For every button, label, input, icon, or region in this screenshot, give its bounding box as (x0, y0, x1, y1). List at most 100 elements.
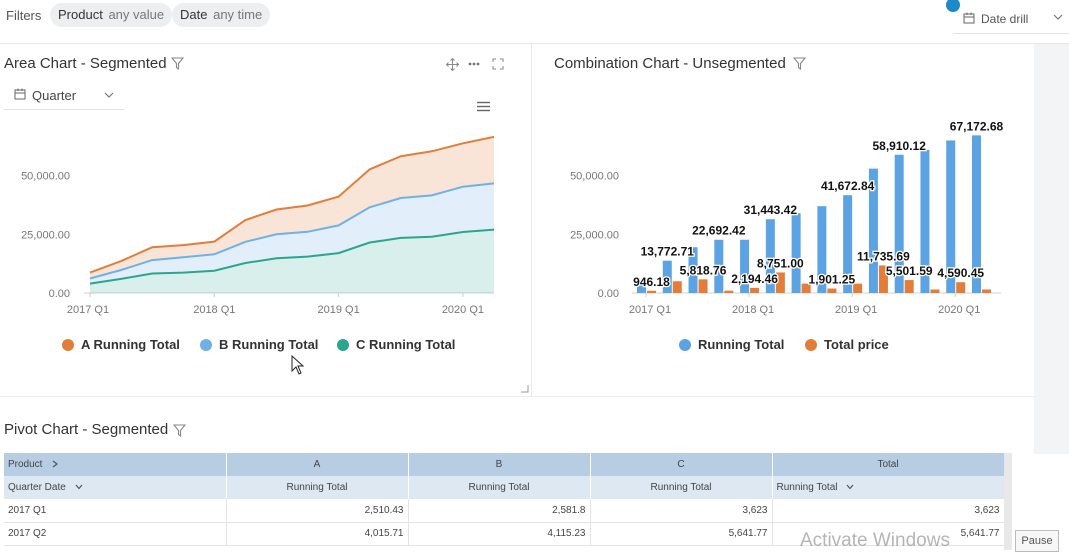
chevron-down-icon (1053, 14, 1063, 20)
y-tick-label: 0.00 (598, 288, 619, 300)
header-label: Product (8, 459, 43, 470)
data-label: 67,172.68 (950, 119, 1004, 133)
y-tick-label: 0.00 (49, 288, 70, 300)
data-label: 22,692.42 (692, 224, 746, 238)
legend-label-running-total: Running Total (698, 337, 785, 352)
legend-label-a: A Running Total (81, 337, 180, 352)
pivot-header-row: Product A B C Total (4, 453, 1004, 476)
bar-running-total (791, 213, 801, 293)
filter-chip-date[interactable]: Date any time (172, 3, 271, 27)
bar-total-price (853, 283, 863, 293)
pivot-header-a: A (226, 453, 409, 476)
data-label: 1,901.25 (809, 273, 856, 287)
chip-name: Date (180, 7, 208, 22)
quarter-select[interactable]: Quarter (4, 84, 124, 110)
chip-value: any value (108, 7, 165, 22)
pivot-table: Product A B C Total Quarter Date Running… (4, 453, 1004, 546)
bar-running-total (740, 239, 750, 293)
filter-funnel-icon[interactable] (171, 57, 184, 70)
table-cell: 4,115.23 (408, 522, 591, 546)
pivot-subheader-total[interactable]: Running Total (772, 476, 1004, 499)
filter-bar: Filters Product any value Date any time … (0, 0, 1069, 44)
bar-running-total (843, 195, 853, 293)
data-label: 5,818.76 (680, 263, 727, 277)
data-label: 5,501.59 (886, 264, 933, 278)
legend-label-c: C Running Total (356, 337, 456, 352)
data-label: 8,751.00 (757, 256, 804, 270)
filter-funnel-icon[interactable] (173, 424, 186, 437)
table-cell: 2017 Q2 (4, 522, 227, 546)
bar-running-total (920, 149, 930, 293)
combination-chart-title: Combination Chart - Unsegmented (554, 55, 786, 72)
activate-windows-watermark: Activate Windows (800, 530, 950, 551)
chart-menu-icon[interactable] (477, 101, 490, 112)
data-label: 13,772.71 (641, 245, 695, 259)
move-icon[interactable] (446, 58, 459, 71)
bar-running-total (817, 206, 827, 293)
series-line-a-running-total (89, 135, 495, 274)
pivot-table-container: Product A B C Total Quarter Date Running… (4, 453, 1004, 550)
data-label: 41,672.84 (821, 179, 875, 193)
legend-label-b: B Running Total (219, 337, 319, 352)
data-label: 58,910.12 (872, 139, 926, 153)
bar-running-total (894, 154, 904, 293)
right-side-panel (1034, 44, 1069, 454)
legend-dot-c (337, 339, 349, 351)
data-label: 946.18 (633, 275, 670, 289)
table-cell: 5,641.77 (590, 522, 773, 546)
x-tick-label: 2019 Q1 (318, 304, 360, 316)
table-cell: 3,623 (772, 499, 1004, 523)
x-tick-label: 2017 Q1 (629, 304, 671, 316)
y-tick-label: 50,000.00 (21, 171, 70, 183)
widget-divider (531, 44, 532, 396)
table-cell: 2,510.43 (226, 499, 409, 523)
x-tick-label: 2020 Q1 (442, 304, 484, 316)
series-line-c-running-total (89, 228, 495, 285)
bar-total-price (930, 289, 940, 293)
date-drill-select[interactable]: Date drill (953, 6, 1069, 34)
area-fill-0 (90, 229, 494, 293)
data-label: 11,735.69 (857, 249, 910, 263)
bar-total-price (672, 281, 682, 293)
legend-dot-b (200, 339, 212, 351)
table-cell: 4,015.71 (226, 522, 409, 546)
fullscreen-icon[interactable] (492, 58, 504, 70)
row-divider (0, 396, 1034, 397)
bar-total-price (750, 287, 760, 293)
bar-total-price (982, 289, 991, 293)
pivot-scrollbar[interactable] (1004, 453, 1012, 550)
legend-dot-total-price (805, 339, 817, 351)
filter-chip-product[interactable]: Product any value (50, 3, 173, 27)
y-tick-label: 25,000.00 (21, 229, 70, 241)
chip-name: Product (58, 7, 103, 22)
pivot-subheader-quarter-date[interactable]: Quarter Date (4, 476, 227, 499)
table-cell: 2,581.8 (408, 499, 591, 523)
legend-label-total-price: Total price (824, 337, 889, 352)
chevron-right-icon (52, 460, 59, 468)
filter-funnel-icon[interactable] (793, 57, 806, 70)
y-tick-label: 25,000.00 (570, 229, 619, 241)
bar-total-price (827, 288, 837, 293)
bar-running-total (868, 168, 878, 293)
combination-chart: 0.00 25,000.00 50,000.00 946.18 13,772.71 5,8… (570, 118, 1005, 316)
resize-handle-icon[interactable] (521, 385, 529, 393)
more-options-icon[interactable] (468, 62, 480, 66)
pivot-subheader-b: Running Total (408, 476, 591, 499)
series-line-b-running-total (89, 182, 495, 280)
date-drill-label: Date drill (981, 12, 1029, 26)
table-cell: 2017 Q1 (4, 499, 227, 523)
bar-total-price (647, 290, 656, 293)
legend-dot-running-total (679, 339, 691, 351)
x-tick-label: 2019 Q1 (835, 304, 877, 316)
subheader-label: Quarter Date (8, 482, 66, 493)
pivot-header-total: Total (772, 453, 1004, 476)
toggle-indicator[interactable] (946, 0, 960, 12)
legend-dot-a (62, 339, 74, 351)
pivot-header-c: C (590, 453, 773, 476)
bar-running-total (946, 140, 956, 293)
pivot-header-product[interactable]: Product (4, 453, 227, 476)
mouse-cursor-icon (291, 355, 305, 375)
pivot-subheader-a: Running Total (226, 476, 409, 499)
pause-button[interactable]: Pause (1015, 530, 1059, 552)
chevron-down-icon (846, 484, 854, 490)
